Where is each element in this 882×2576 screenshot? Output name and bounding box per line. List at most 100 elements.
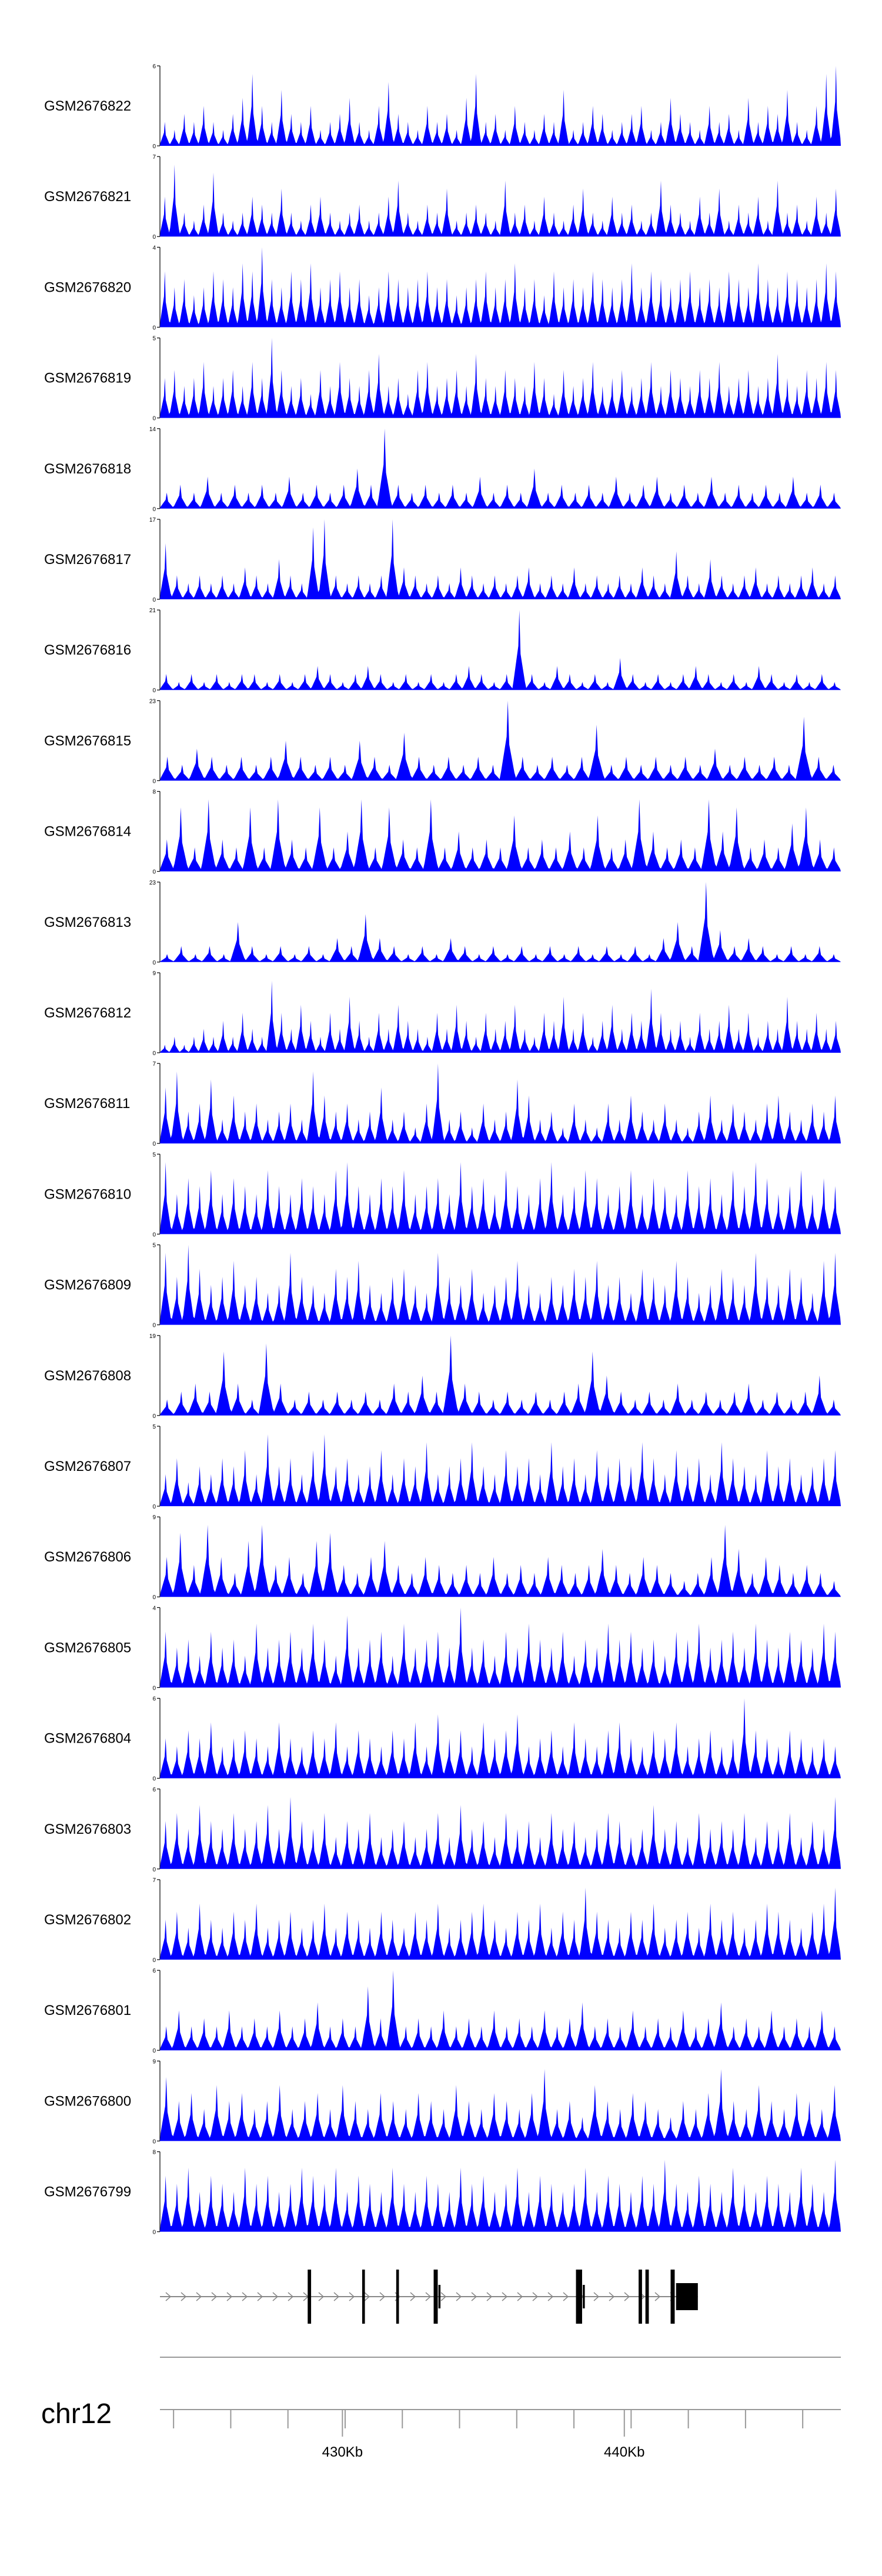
y-max-label: 4 — [152, 245, 156, 251]
strand-arrow — [364, 2292, 370, 2301]
y-min-label: 0 — [152, 1141, 156, 1147]
signal-area — [160, 1887, 841, 1960]
signal-area — [160, 164, 841, 237]
track-GSM2676805: GSM2676805 4 0 — [44, 1605, 841, 1691]
y-max-label: 23 — [149, 880, 156, 886]
strand-arrow — [272, 2292, 279, 2301]
track-GSM2676816: GSM2676816 21 0 — [44, 608, 841, 694]
strand-arrow — [288, 2292, 294, 2301]
strand-arrow — [242, 2292, 248, 2301]
y-min-label: 0 — [152, 325, 156, 331]
strand-arrow — [624, 2292, 630, 2301]
track-label: GSM2676817 — [44, 552, 131, 568]
signal-area — [160, 1698, 841, 1778]
track-label: GSM2676801 — [44, 2003, 131, 2018]
track-label: GSM2676807 — [44, 1459, 131, 1474]
y-min-label: 0 — [152, 1685, 156, 1691]
track-label: GSM2676808 — [44, 1368, 131, 1384]
track-GSM2676821: GSM2676821 7 0 — [44, 154, 841, 241]
track-label: GSM2676811 — [44, 1096, 130, 1112]
y-max-label: 23 — [149, 698, 156, 705]
track-GSM2676800: GSM2676800 9 0 — [44, 2058, 841, 2145]
signal-area — [160, 2160, 841, 2232]
y-max-label: 5 — [152, 1424, 156, 1430]
strand-arrow — [547, 2292, 554, 2301]
signal-area — [160, 1063, 841, 1144]
track-GSM2676807: GSM2676807 5 0 — [44, 1424, 841, 1510]
track-GSM2676818: GSM2676818 14 0 — [44, 426, 841, 513]
y-max-label: 17 — [149, 517, 156, 523]
track-GSM2676809: GSM2676809 5 0 — [44, 1243, 841, 1329]
track-label: GSM2676812 — [44, 1005, 131, 1021]
y-max-label: 7 — [152, 154, 156, 161]
y-max-label: 6 — [152, 1787, 156, 1793]
y-max-label: 4 — [152, 1605, 156, 1611]
strand-arrow — [456, 2292, 462, 2301]
track-GSM2676801: GSM2676801 6 0 — [44, 1968, 841, 2054]
exon-block — [670, 2270, 675, 2324]
track-GSM2676810: GSM2676810 5 0 — [44, 1152, 841, 1238]
strand-arrow — [593, 2292, 600, 2301]
y-min-label: 0 — [152, 597, 156, 603]
y-min-label: 0 — [152, 1594, 156, 1601]
track-label: GSM2676818 — [44, 461, 131, 477]
y-min-label: 0 — [152, 234, 156, 241]
y-max-label: 5 — [152, 1243, 156, 1249]
track-label: GSM2676816 — [44, 642, 131, 658]
track-GSM2676814: GSM2676814 8 0 — [44, 789, 841, 876]
track-GSM2676817: GSM2676817 17 0 — [44, 517, 841, 603]
y-max-label: 14 — [149, 426, 156, 433]
y-max-label: 6 — [152, 64, 156, 70]
strand-arrow — [318, 2292, 325, 2301]
y-min-label: 0 — [152, 2048, 156, 2054]
y-max-label: 8 — [152, 789, 156, 796]
y-min-label: 0 — [152, 1323, 156, 1329]
track-GSM2676815: GSM2676815 23 0 — [44, 698, 841, 785]
y-min-label: 0 — [152, 1050, 156, 1057]
strand-arrow — [196, 2292, 202, 2301]
exon-block — [576, 2270, 582, 2324]
signal-area — [160, 799, 841, 872]
track-GSM2676820: GSM2676820 4 0 — [44, 245, 841, 331]
strand-arrow — [440, 2292, 447, 2301]
track-label: GSM2676820 — [44, 279, 131, 295]
strand-arrow — [425, 2292, 432, 2301]
strand-arrow — [563, 2292, 569, 2301]
track-GSM2676802: GSM2676802 7 0 — [44, 1877, 841, 1964]
y-min-label: 0 — [152, 2138, 156, 2145]
exon-block — [438, 2285, 441, 2308]
signal-area — [160, 1434, 841, 1506]
y-min-label: 0 — [152, 1776, 156, 1783]
y-max-label: 9 — [152, 2058, 156, 2065]
y-min-label: 0 — [152, 506, 156, 513]
signal-area — [160, 882, 841, 962]
track-GSM2676804: GSM2676804 6 0 — [44, 1696, 841, 1783]
y-min-label: 0 — [152, 778, 156, 785]
track-label: GSM2676814 — [44, 824, 131, 840]
x-axis-tick-label: 430Kb — [322, 2444, 363, 2460]
signal-area — [160, 1797, 841, 1869]
track-label: GSM2676802 — [44, 1912, 131, 1928]
strand-arrow — [211, 2292, 218, 2301]
strand-arrow — [226, 2292, 233, 2301]
strand-arrow — [165, 2292, 172, 2301]
exon-block — [362, 2270, 365, 2324]
y-max-label: 5 — [152, 336, 156, 342]
signal-area — [160, 1607, 841, 1688]
strand-arrow — [532, 2292, 539, 2301]
y-min-label: 0 — [152, 1957, 156, 1964]
signal-area — [160, 338, 841, 418]
track-GSM2676811: GSM2676811 7 0 — [44, 1061, 841, 1147]
track-label: GSM2676810 — [44, 1186, 131, 1202]
track-GSM2676813: GSM2676813 23 0 — [44, 880, 841, 966]
exon-block — [396, 2270, 399, 2324]
y-max-label: 7 — [152, 1877, 156, 1884]
y-min-label: 0 — [152, 144, 156, 150]
strand-arrow — [517, 2292, 523, 2301]
y-min-label: 0 — [152, 2230, 156, 2236]
track-label: GSM2676799 — [44, 2184, 131, 2200]
y-min-label: 0 — [152, 688, 156, 694]
strand-arrow — [486, 2292, 493, 2301]
strand-arrow — [349, 2292, 355, 2301]
